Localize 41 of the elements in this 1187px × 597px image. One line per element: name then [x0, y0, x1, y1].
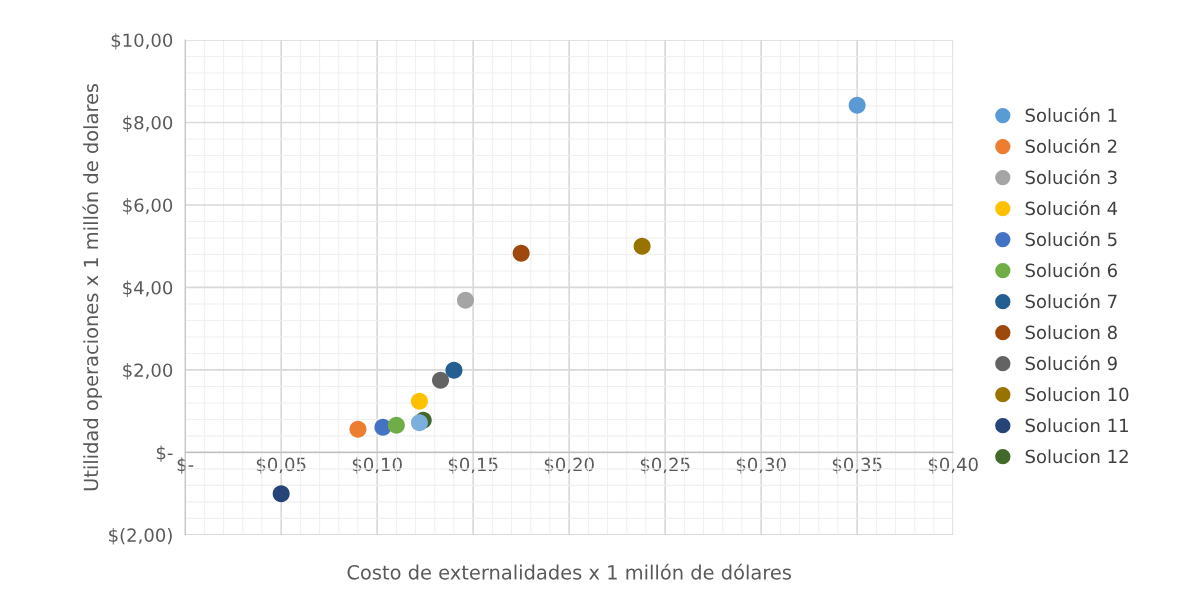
point	[272, 485, 290, 503]
legend-label: Solución 1	[1025, 107, 1117, 123]
y-tick-label: $6,00	[123, 198, 173, 215]
point	[349, 420, 367, 438]
y-tick-label: $-	[156, 445, 173, 462]
point	[387, 416, 405, 434]
legend-label: Solución 5	[1025, 231, 1117, 247]
x-tick-label: $0,15	[448, 457, 498, 474]
point	[410, 392, 428, 410]
y-tick-label: $8,00	[123, 115, 173, 132]
legend-label: Solución 7	[1025, 293, 1117, 309]
legend-label: Solucion 10	[1025, 387, 1129, 402]
x-tick-label: $0,05	[256, 457, 306, 474]
point	[432, 371, 450, 389]
x-tick-label: $0,30	[736, 457, 786, 474]
legend-label: Solución 3	[1025, 169, 1117, 185]
x-tick-label: $0,40	[928, 457, 978, 474]
legend-label: Solución 9	[1025, 355, 1117, 371]
x-tick-label: $0,35	[832, 457, 882, 474]
x-tick-label: $-	[177, 457, 194, 474]
legend-label: Solucion 11	[1025, 418, 1128, 433]
legend-label: Solucion 8	[1025, 325, 1117, 340]
x-axis-title: Costo de externalidades x 1 millón de dólares	[347, 563, 791, 580]
y-tick-label: $10,00	[111, 33, 173, 50]
x-tick-label: $0,10	[352, 457, 402, 474]
legend-label: Solución 6	[1025, 262, 1117, 278]
y-axis-title: Utilidad operaciones x 1 millón de dolares	[82, 83, 103, 491]
y-tick-label: $4,00	[123, 280, 173, 297]
legend-label: Solución 4	[1025, 200, 1118, 216]
x-tick-label: $0,25	[640, 457, 690, 474]
x-tick-label: $0,20	[544, 457, 594, 474]
point	[445, 361, 463, 379]
point	[848, 96, 866, 114]
legend-label: Solución 2	[1025, 138, 1117, 154]
y-tick-label: $2,00	[123, 363, 173, 380]
y-tick-label: $(2,00)	[109, 528, 172, 545]
point	[410, 414, 428, 432]
point	[456, 291, 474, 309]
point	[512, 244, 530, 262]
point	[633, 237, 651, 255]
legend-label: Solucion 12	[1025, 449, 1128, 464]
